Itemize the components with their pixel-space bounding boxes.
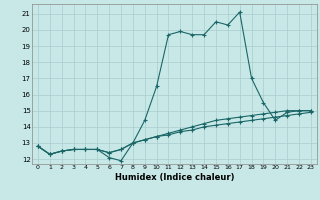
X-axis label: Humidex (Indice chaleur): Humidex (Indice chaleur): [115, 173, 234, 182]
